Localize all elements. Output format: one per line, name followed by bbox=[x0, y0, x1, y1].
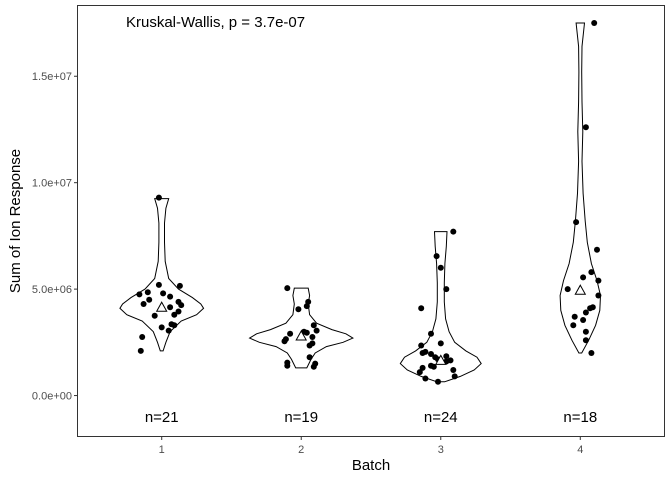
data-point bbox=[165, 327, 172, 334]
data-point bbox=[582, 124, 589, 131]
data-point bbox=[595, 277, 602, 284]
data-point bbox=[582, 337, 589, 344]
data-point bbox=[175, 308, 182, 315]
data-point bbox=[418, 305, 425, 312]
data-point bbox=[564, 286, 571, 293]
mean-marker-batch-1 bbox=[155, 301, 168, 312]
count-label: n=21 bbox=[145, 409, 179, 426]
data-point bbox=[595, 292, 602, 299]
data-point bbox=[451, 373, 458, 380]
data-point bbox=[178, 302, 185, 309]
data-point bbox=[303, 303, 310, 310]
data-point bbox=[136, 291, 143, 298]
data-point bbox=[140, 301, 147, 307]
data-point bbox=[433, 253, 440, 260]
data-point bbox=[594, 246, 600, 253]
data-point bbox=[313, 327, 320, 334]
data-point bbox=[422, 375, 429, 382]
data-point bbox=[155, 194, 162, 201]
data-point bbox=[310, 322, 317, 329]
data-point bbox=[428, 330, 434, 337]
x-axis-title: Batch bbox=[352, 457, 390, 474]
data-point bbox=[430, 363, 437, 370]
data-point bbox=[580, 317, 587, 323]
x-tick-label: 1 bbox=[159, 444, 165, 456]
count-label: n=18 bbox=[563, 409, 597, 426]
data-point bbox=[284, 285, 291, 292]
data-point bbox=[137, 347, 144, 354]
mean-marker-batch-2 bbox=[295, 329, 308, 341]
data-point bbox=[281, 338, 288, 345]
data-point bbox=[450, 367, 457, 373]
data-point bbox=[587, 305, 594, 312]
data-point bbox=[591, 20, 598, 26]
data-point bbox=[428, 351, 434, 357]
count-label: n=24 bbox=[424, 409, 458, 426]
data-point bbox=[167, 293, 174, 300]
data-point bbox=[418, 342, 425, 349]
data-point bbox=[437, 264, 444, 271]
data-point bbox=[582, 328, 589, 335]
data-point bbox=[419, 350, 426, 356]
data-point bbox=[588, 350, 595, 356]
data-points bbox=[136, 20, 602, 385]
data-point bbox=[287, 330, 294, 337]
count-labels: n=21 n=19 n=24 n=18 bbox=[145, 409, 597, 426]
data-point bbox=[570, 322, 577, 329]
x-tick-label: 3 bbox=[438, 444, 444, 456]
data-point bbox=[160, 290, 167, 297]
x-tick-label: 4 bbox=[577, 444, 583, 456]
data-point bbox=[155, 281, 162, 288]
y-tick-label: 1.5e+07 bbox=[32, 71, 72, 83]
violin-batch-3 bbox=[399, 231, 482, 383]
stat-annotation: Kruskal-Wallis, p = 3.7e-07 bbox=[126, 14, 305, 31]
data-point bbox=[146, 296, 153, 303]
panel-border bbox=[77, 5, 665, 437]
y-axis-ticks: 0.0e+00 5.0e+06 1.0e+07 1.5e+07 bbox=[32, 71, 78, 403]
x-tick-label: 2 bbox=[298, 444, 304, 456]
data-point bbox=[450, 228, 457, 235]
mean-markers bbox=[155, 284, 587, 365]
data-point bbox=[139, 334, 146, 340]
data-point bbox=[437, 340, 444, 347]
data-point bbox=[580, 274, 587, 281]
data-point bbox=[167, 304, 174, 311]
data-point bbox=[144, 289, 151, 296]
data-point bbox=[306, 354, 313, 361]
count-label: n=19 bbox=[284, 409, 318, 426]
y-tick-label: 1.0e+07 bbox=[32, 178, 72, 190]
data-point bbox=[171, 311, 178, 318]
data-point bbox=[435, 378, 441, 385]
data-point bbox=[309, 334, 316, 340]
data-point bbox=[588, 269, 595, 276]
data-point bbox=[573, 219, 580, 226]
mean-marker-batch-4 bbox=[574, 284, 587, 295]
y-axis-title: Sum of Ion Response bbox=[7, 149, 24, 293]
violin-batch-1 bbox=[119, 198, 205, 352]
y-tick-label: 0.0e+00 bbox=[32, 391, 72, 403]
data-point bbox=[151, 312, 158, 319]
violin-batch-2 bbox=[248, 287, 354, 369]
data-point bbox=[303, 329, 310, 336]
data-point bbox=[171, 322, 178, 329]
data-point bbox=[306, 342, 313, 349]
data-point bbox=[284, 362, 291, 369]
data-point bbox=[582, 309, 589, 316]
data-point bbox=[295, 306, 302, 313]
data-point bbox=[158, 324, 165, 331]
x-axis-ticks: 1 2 3 4 bbox=[159, 436, 583, 456]
y-tick-label: 5.0e+06 bbox=[32, 284, 72, 296]
data-point bbox=[310, 363, 317, 370]
data-point bbox=[443, 286, 450, 293]
data-point bbox=[416, 369, 423, 376]
data-point bbox=[176, 282, 183, 289]
data-point bbox=[571, 313, 578, 320]
data-point bbox=[443, 353, 450, 360]
mean-marker-batch-3 bbox=[434, 354, 447, 365]
